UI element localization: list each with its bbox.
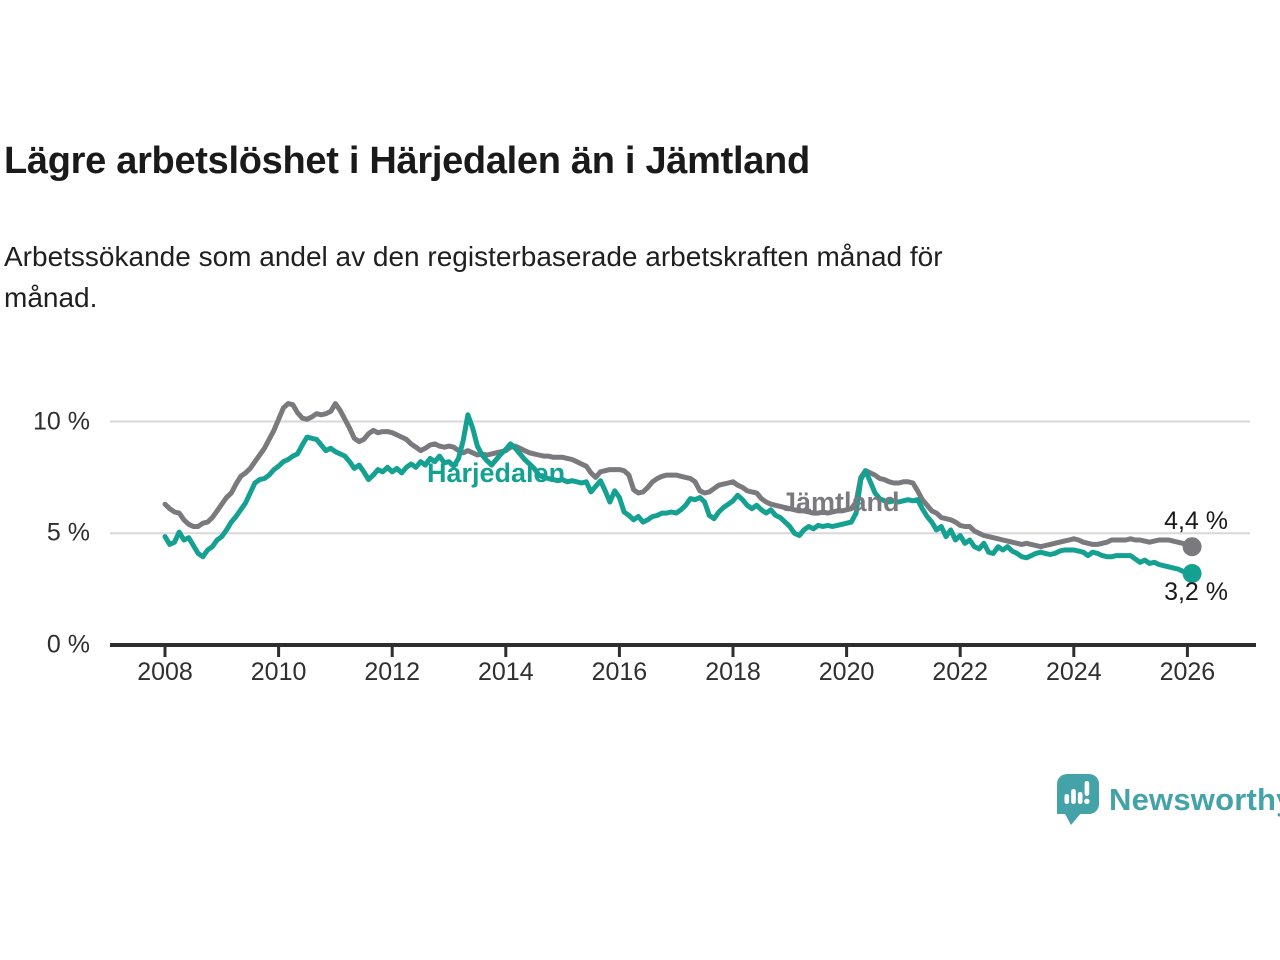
x-tick-label: 2012 [364, 658, 420, 686]
x-tick-label: 2016 [591, 658, 648, 686]
gridlines [110, 420, 1250, 535]
x-tick-label: 2020 [818, 658, 875, 686]
x-axis [110, 643, 1256, 657]
harjedalen-end-dot [1182, 564, 1202, 583]
x-tick-label: 2014 [477, 658, 534, 686]
y-tick-label: 5 % [46, 518, 90, 547]
x-tick-label: 2022 [932, 658, 988, 686]
x-tick-label: 2018 [705, 658, 761, 686]
chart-subtitle: Arbetssökande som andel av den registerb… [4, 241, 943, 313]
newsworthy-brand: Newsworthy [1057, 774, 1280, 826]
x-tick-label: 2026 [1159, 658, 1216, 686]
newsworthy-logo-icon [1057, 774, 1099, 825]
y-tick-label: 10 % [33, 407, 90, 435]
x-tick-label: 2008 [137, 658, 193, 686]
newsworthy-brand-text: Newsworthy [1109, 782, 1280, 817]
page-title: Lägre arbetslöshet i Härjedalen än i Jäm… [4, 140, 810, 182]
series-label-harjedalen: Härjedalen [427, 458, 566, 488]
jamtland-line [162, 401, 1195, 550]
end-value-harjedalen: 3,2 % [1164, 578, 1228, 606]
x-tick-label: 2024 [1045, 658, 1102, 686]
series-label-jamtland: Jämtland [781, 487, 900, 517]
y-tick-label: 0 % [46, 630, 90, 659]
x-tick-label: 2010 [250, 658, 307, 686]
end-value-jamtland: 4,4 % [1164, 507, 1228, 535]
jamtland-end-dot [1182, 537, 1202, 557]
harjedalen-line [162, 412, 1195, 576]
